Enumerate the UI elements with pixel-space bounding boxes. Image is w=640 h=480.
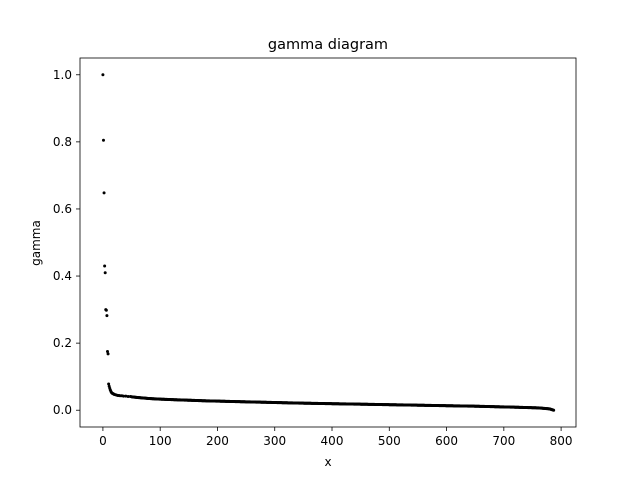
data-point (106, 352, 110, 356)
data-point (103, 271, 107, 275)
y-tick-label: 0.2 (53, 336, 72, 350)
y-axis-ticks: 0.0 0.2 0.4 0.6 0.8 1.0 (53, 68, 80, 417)
y-axis-label: gamma (29, 220, 43, 266)
data-point (124, 394, 128, 398)
data-point (101, 73, 105, 77)
x-tick-label: 500 (378, 434, 401, 448)
y-tick-label: 0.6 (53, 202, 72, 216)
x-tick-label: 0 (99, 434, 107, 448)
data-point (102, 191, 106, 195)
x-tick-label: 200 (206, 434, 229, 448)
x-tick-label: 400 (321, 434, 344, 448)
chart-title: gamma diagram (268, 37, 388, 53)
data-point (105, 314, 109, 318)
x-tick-label: 700 (492, 434, 515, 448)
y-tick-label: 0.8 (53, 135, 72, 149)
y-tick-label: 1.0 (53, 68, 72, 82)
data-points (101, 73, 556, 412)
y-tick-label: 0.4 (53, 269, 72, 283)
data-point (103, 264, 107, 268)
data-point (107, 382, 111, 386)
x-tick-label: 100 (149, 434, 172, 448)
data-point (552, 408, 556, 412)
x-axis-label: x (324, 455, 331, 469)
data-point (122, 394, 126, 398)
x-tick-label: 800 (550, 434, 573, 448)
data-point (105, 350, 109, 354)
data-point (104, 308, 108, 312)
x-tick-label: 300 (263, 434, 286, 448)
plot-frame (79, 57, 577, 428)
x-tick-label: 600 (435, 434, 458, 448)
x-axis-ticks: 0 100 200 300 400 500 600 700 800 (99, 427, 573, 448)
data-point (101, 138, 105, 142)
y-tick-label: 0.0 (53, 403, 72, 417)
data-point (126, 394, 130, 398)
